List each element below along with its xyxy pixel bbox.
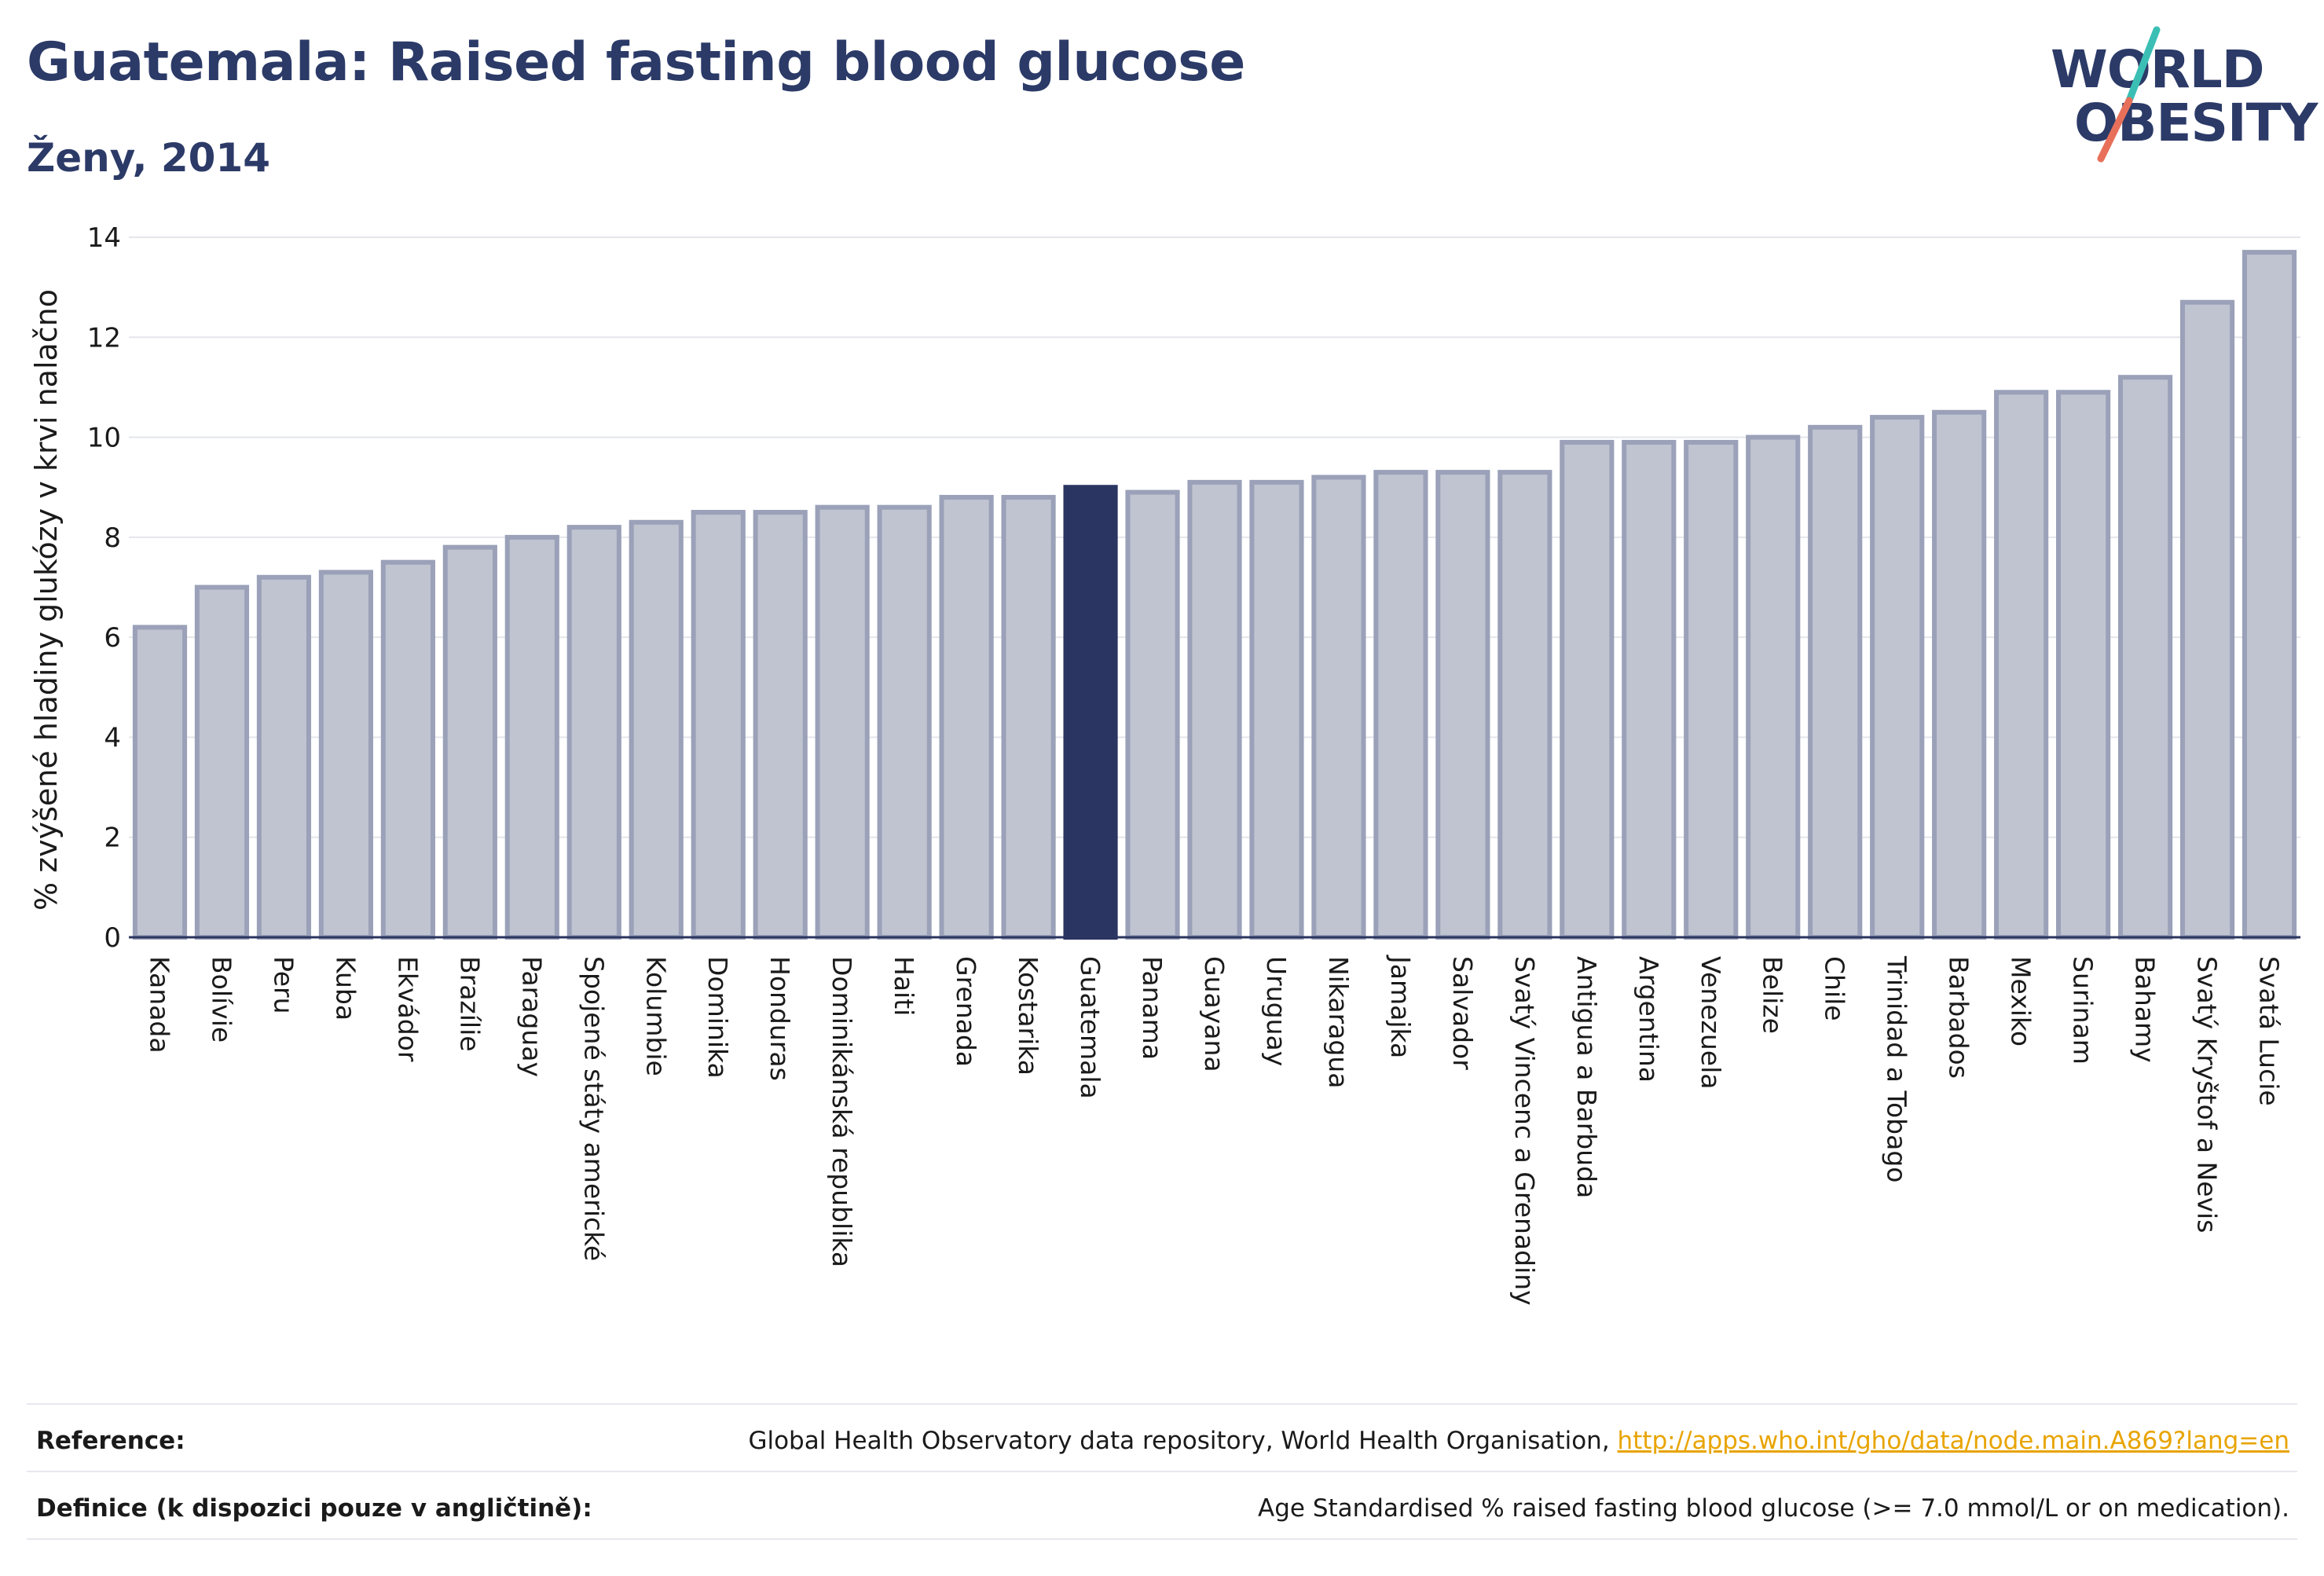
x-tick-label: Bahamy xyxy=(2130,956,2161,1063)
logo-line-1: WORLD xyxy=(2051,39,2265,100)
x-tick-label: Svatá Lucie xyxy=(2254,956,2285,1106)
x-tick-label: Kostarika xyxy=(1013,956,1043,1076)
bar-15 xyxy=(1063,485,1118,940)
bar-33 xyxy=(2179,299,2235,940)
y-tick-label: 14 xyxy=(87,222,121,254)
bar-23 xyxy=(1560,439,1615,940)
bar-12 xyxy=(877,504,932,940)
page-title: Guatemala: Raised fasting blood glucose xyxy=(27,31,1245,93)
reference-text: Global Health Observatory data repositor… xyxy=(748,1427,1610,1455)
x-tick-label: Svatý Vincenc a Grenadiny xyxy=(1509,956,1540,1306)
y-tick-label: 12 xyxy=(87,322,121,354)
y-tick-label: 10 xyxy=(87,423,121,454)
bar-22 xyxy=(1497,470,1552,940)
x-tick-label: Ekvádor xyxy=(392,956,423,1062)
page-subtitle: Ženy, 2014 xyxy=(27,135,271,181)
x-tick-label: Kolumbie xyxy=(640,956,671,1076)
x-tick-label: Belize xyxy=(1758,956,1788,1034)
y-tick-label: 8 xyxy=(104,522,121,554)
reference-link[interactable]: http://apps.who.int/gho/data/node.main.A… xyxy=(1617,1427,2289,1455)
bar-8 xyxy=(629,519,684,940)
x-tick-label: Trinidad a Tobago xyxy=(1882,955,1912,1183)
bar-24 xyxy=(1622,439,1677,940)
footer-definition: Definice (k dispozici pouze v angličtině… xyxy=(27,1477,2297,1540)
x-tick-label: Nikaragua xyxy=(1323,956,1354,1088)
x-tick-label: Chile xyxy=(1820,956,1850,1021)
footer-divider-middle xyxy=(27,1471,2297,1472)
bar-14 xyxy=(1001,494,1056,940)
bar-chart: 0 2 4 6 8 10 12 14 % zvýšené hladiny glukózy v k… xyxy=(29,222,2300,1306)
bar-25 xyxy=(1684,439,1739,940)
definition-text: Age Standardised % raised fasting blood … xyxy=(1258,1494,2289,1523)
footer-reference: Reference: Global Health Observatory dat… xyxy=(27,1409,2297,1472)
world-obesity-logo: WORLD OBESITY xyxy=(2051,24,2318,173)
x-tick-label: Uruguay xyxy=(1261,956,1292,1066)
bar-21 xyxy=(1435,470,1490,940)
x-tick-label: Surinam xyxy=(2068,956,2099,1065)
bar-0 xyxy=(132,625,188,940)
x-tick-label: Mexiko xyxy=(2006,956,2036,1046)
x-tick-label: Spojené státy americké xyxy=(578,956,609,1261)
x-tick-label: Panama xyxy=(1137,956,1167,1060)
x-tick-label: Jamajka xyxy=(1385,955,1416,1058)
x-tick-label: Grenada xyxy=(951,956,981,1067)
bar-31 xyxy=(2056,390,2111,940)
bar-32 xyxy=(2117,375,2173,940)
y-tick-label: 6 xyxy=(104,622,121,654)
x-tick-label: Guatemala xyxy=(1075,956,1105,1099)
bar-20 xyxy=(1373,470,1428,940)
bar-13 xyxy=(939,494,994,940)
bar-30 xyxy=(1994,390,2049,940)
definition-label: Definice (k dispozici pouze v angličtině… xyxy=(36,1494,592,1523)
bar-10 xyxy=(753,510,808,940)
x-tick-label: Barbados xyxy=(1944,956,1974,1079)
bar-11 xyxy=(815,504,870,940)
y-tick-label: 0 xyxy=(104,922,121,954)
x-tick-label: Kanada xyxy=(144,956,174,1054)
x-tick-label: Dominikánská republika xyxy=(827,956,857,1267)
bar-18 xyxy=(1249,479,1304,940)
bar-29 xyxy=(1932,409,1987,940)
x-tick-label: Kuba xyxy=(330,956,361,1021)
x-tick-label: Haiti xyxy=(889,956,919,1016)
reference-value: Global Health Observatory data repositor… xyxy=(748,1427,2297,1455)
bar-26 xyxy=(1746,434,1801,940)
bar-7 xyxy=(566,525,621,940)
bar-27 xyxy=(1808,424,1863,940)
y-tick-label: 4 xyxy=(104,722,121,753)
bar-19 xyxy=(1311,475,1366,940)
x-tick-label: Brazílie xyxy=(454,956,485,1052)
x-tick-label: Paraguay xyxy=(516,956,547,1077)
bar-34 xyxy=(2242,250,2297,940)
logo-slash-icon xyxy=(2097,26,2161,163)
footer-divider-bottom xyxy=(27,1538,2297,1540)
bar-4 xyxy=(380,559,435,940)
x-tick-label: Antigua a Barbuda xyxy=(1571,956,1602,1198)
x-tick-label: Peru xyxy=(268,956,299,1014)
bar-2 xyxy=(256,574,312,940)
x-tick-label: Bolívie xyxy=(206,956,236,1043)
footer-divider-top xyxy=(27,1403,2297,1405)
reference-label: Reference: xyxy=(36,1427,185,1455)
x-tick-label: Venezuela xyxy=(1695,956,1726,1089)
x-tick-label: Svatý Kryštof a Nevis xyxy=(2192,956,2223,1233)
bar-6 xyxy=(504,534,559,940)
x-tick-label: Honduras xyxy=(764,956,795,1081)
bar-1 xyxy=(194,585,250,940)
x-tick-label: Argentina xyxy=(1633,956,1664,1083)
bar-3 xyxy=(318,570,373,940)
bar-28 xyxy=(1870,415,1925,940)
bar-16 xyxy=(1125,489,1180,940)
bar-17 xyxy=(1187,479,1242,940)
y-axis-label: % zvýšené hladiny glukózy v krvi nalačno xyxy=(29,289,64,911)
y-tick-label: 2 xyxy=(104,823,121,854)
bar-5 xyxy=(442,544,497,940)
x-tick-label: Dominika xyxy=(702,956,733,1079)
bar-9 xyxy=(691,510,746,940)
x-tick-label: Salvador xyxy=(1447,956,1478,1070)
x-tick-label: Guayana xyxy=(1199,956,1230,1072)
